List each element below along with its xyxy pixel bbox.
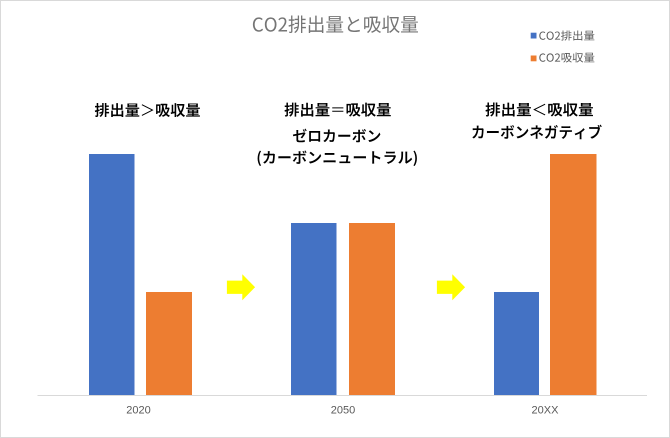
- svg-text:2020: 2020: [126, 405, 150, 417]
- svg-text:2050: 2050: [331, 405, 355, 417]
- svg-text:20XX: 20XX: [532, 405, 560, 417]
